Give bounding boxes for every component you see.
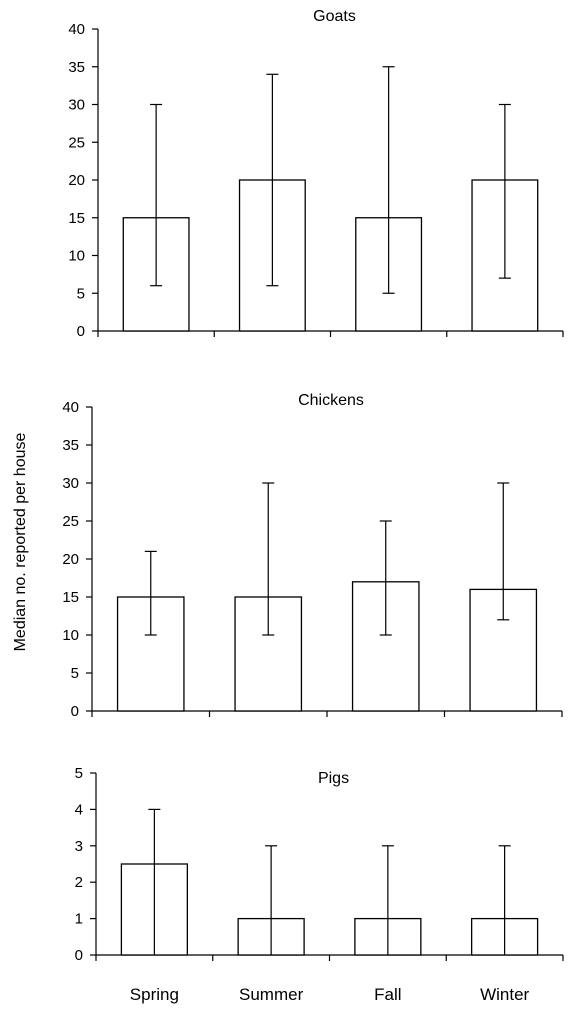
goats-y-tick-label: 25	[68, 134, 85, 151]
goats-y-tick-label: 20	[68, 172, 85, 189]
goats-y-tick-label: 40	[68, 21, 85, 38]
chickens-y-tick-label: 30	[62, 475, 79, 492]
pigs-y-tick-label: 1	[75, 911, 83, 928]
y-axis-label: Median no. reported per house	[12, 432, 29, 651]
goats-y-tick-label: 10	[68, 248, 85, 265]
chickens-y-tick-label: 0	[71, 703, 79, 720]
x-category-labels: Spring Summer Fall Winter	[130, 985, 530, 1004]
x-category-label-winter: Winter	[480, 985, 529, 1004]
chickens-y-tick-label: 25	[62, 513, 79, 530]
chickens-y-tick-label: 10	[62, 627, 79, 644]
x-category-label-summer: Summer	[239, 985, 304, 1004]
chickens-y-tick-label: 5	[71, 665, 79, 682]
goats-y-tick-label: 0	[77, 323, 85, 340]
x-category-label-spring: Spring	[130, 985, 179, 1004]
goats-y-tick-label: 15	[68, 210, 85, 227]
pigs-title: Pigs	[318, 770, 349, 787]
pigs-y-tick-label: 2	[75, 874, 83, 891]
pigs-y-tick-label: 0	[75, 947, 83, 964]
goats-y-tick-label: 35	[68, 59, 85, 76]
x-category-label-fall: Fall	[374, 985, 401, 1004]
chickens-y-tick-label: 35	[62, 437, 79, 454]
goats-y-tick-label: 5	[77, 285, 85, 302]
chickens-title: Chickens	[298, 392, 364, 409]
pigs-y-tick-label: 4	[75, 801, 83, 818]
panel-pigs: 0 1 2 3 4 5 Pigs	[75, 765, 564, 964]
chickens-y-tick-label: 40	[62, 399, 79, 416]
chickens-y-tick-label: 20	[62, 551, 79, 568]
panel-chickens: 0 5 10 15 20 25 30 35 40 Chickens	[62, 392, 563, 720]
panel-goats: 0 5 10 15 20 25 30 35 40 Goats	[68, 8, 564, 340]
pigs-y-tick-label: 3	[75, 838, 83, 855]
pigs-y-tick-label: 5	[75, 765, 83, 782]
chickens-y-tick-label: 15	[62, 589, 79, 606]
goats-y-tick-label: 30	[68, 97, 85, 114]
goats-title: Goats	[313, 8, 356, 25]
